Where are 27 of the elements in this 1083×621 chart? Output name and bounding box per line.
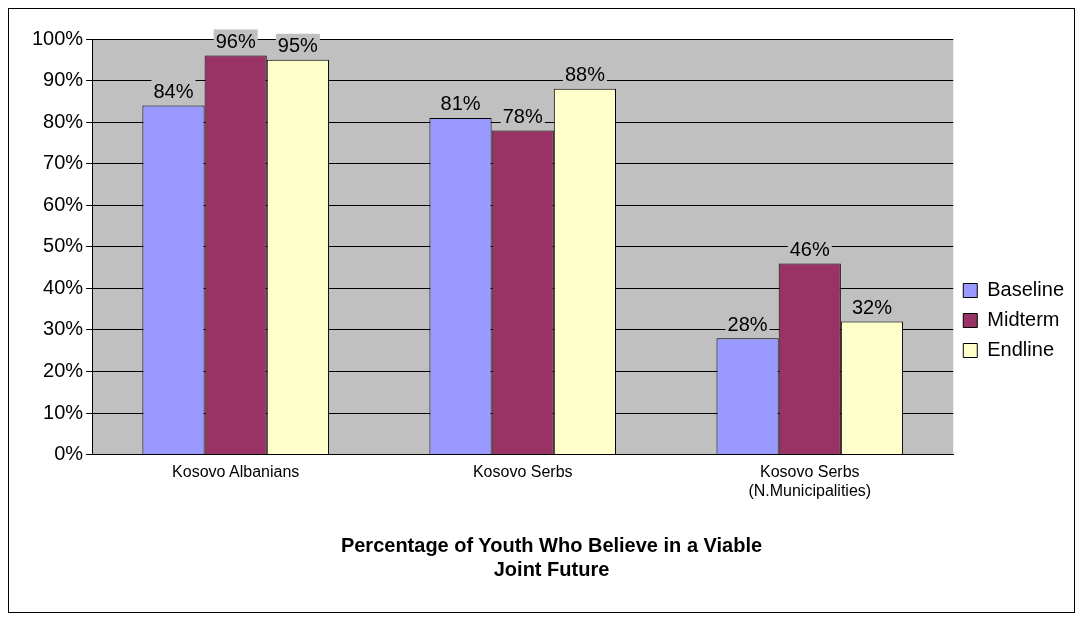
legend-label: Midterm (987, 308, 1060, 331)
data-label: 81% (440, 92, 481, 115)
x-tick-label: Kosovo Serbs (472, 462, 573, 480)
y-tick-label: 50% (43, 234, 84, 257)
data-label: 32% (851, 296, 893, 319)
data-label: 96% (215, 30, 256, 53)
y-tick-label: 100% (32, 26, 84, 49)
y-tick-label: 70% (43, 151, 84, 174)
y-tick-label: 90% (43, 68, 84, 91)
y-tick-label: 0% (54, 442, 84, 465)
y-tick-label: 30% (43, 317, 84, 340)
data-label: 84% (153, 80, 194, 103)
y-tick-label: 20% (43, 359, 84, 381)
x-tick-label: Kosovo Albanians (172, 462, 300, 480)
data-label: 78% (502, 104, 543, 127)
data-label: 88% (564, 63, 606, 86)
y-tick-label: 80% (43, 109, 84, 132)
text: Percentage of Youth Who Believe in a Viable Joint Future (340, 533, 763, 580)
x-tick-label: Kosovo Serbs (N.Municipalities) (748, 462, 872, 499)
data-label: 46% (789, 237, 830, 260)
legend-label: Baseline (987, 278, 1064, 301)
data-label: 28% (727, 312, 768, 335)
legend-label: Endline (987, 338, 1054, 361)
y-tick-label: 10% (43, 400, 84, 423)
data-label: 95% (277, 34, 319, 57)
y-tick-label: 60% (43, 192, 84, 215)
y-tick-label: 40% (43, 275, 84, 298)
